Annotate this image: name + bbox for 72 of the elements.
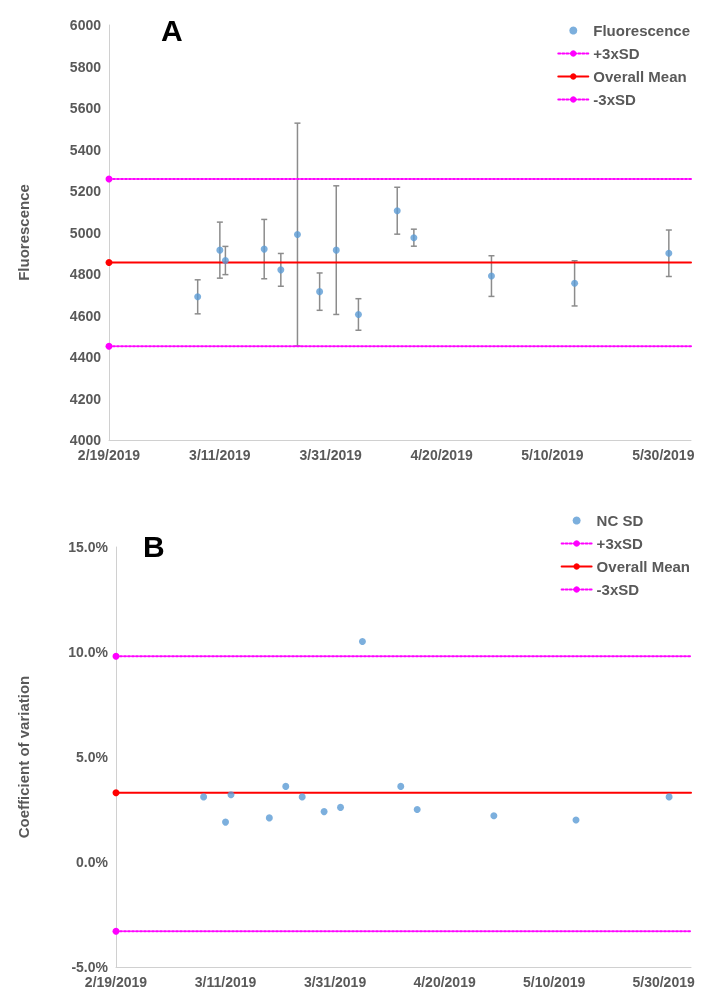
x-tick-label: 3/31/2019 [299, 447, 363, 463]
chart-title: A [161, 13, 183, 47]
legend-label: Overall Mean [593, 68, 687, 85]
point [393, 207, 401, 215]
point [665, 249, 673, 257]
x-tick-label: 5/30/2019 [632, 974, 695, 990]
legend-label: -3xSD [596, 581, 640, 598]
y-tick-label: 5200 [69, 183, 102, 199]
y-axis-title: Fluorescence [15, 184, 32, 281]
point [194, 293, 202, 301]
point [105, 259, 113, 267]
y-axis-title: Coefficient of variation [15, 675, 32, 839]
legend-label: Overall Mean [596, 558, 691, 575]
y-tick-label: 6000 [69, 17, 102, 33]
point [316, 288, 324, 296]
x-tick-label: 4/20/2019 [410, 447, 473, 463]
x-tick-label: 3/31/2019 [303, 974, 367, 990]
x-tick-label: 2/19/2019 [77, 447, 141, 463]
point [112, 652, 120, 660]
x-tick-label: 4/20/2019 [413, 974, 476, 990]
x-tick-label: 5/30/2019 [632, 447, 695, 463]
point [320, 808, 328, 816]
x-tick-label: 5/10/2019 [522, 974, 586, 990]
y-tick-label: 4200 [69, 390, 102, 407]
point [358, 638, 366, 645]
point [112, 789, 120, 797]
point [112, 927, 120, 935]
point [397, 782, 405, 790]
y-tick-label: 0.0% [76, 854, 109, 870]
legend-label: +3xSD [596, 535, 644, 552]
y-tick-label: 4800 [69, 266, 102, 282]
legend-label: +3xSD [593, 45, 640, 62]
point [105, 342, 113, 350]
point [413, 806, 421, 813]
x-tick-label: 3/11/2019 [189, 447, 251, 463]
y-tick-label: 4600 [69, 307, 102, 324]
point [571, 279, 579, 287]
y-tick-label: 5000 [69, 224, 102, 241]
x-tick-label: 5/10/2019 [521, 447, 584, 463]
y-tick-label: 5.0% [76, 749, 109, 765]
y-tick-label: 5800 [69, 58, 102, 75]
point [216, 246, 224, 254]
point [665, 793, 673, 801]
point [265, 814, 273, 822]
legend-label: Fluorescence [593, 22, 691, 39]
legend-label: -3xSD [593, 91, 636, 108]
point [260, 245, 268, 253]
point [332, 246, 340, 254]
y-tick-label: -5.0% [71, 959, 109, 975]
point [410, 234, 418, 242]
point [293, 231, 301, 239]
point [490, 812, 498, 820]
y-tick-label: 15.0% [68, 539, 109, 555]
y-tick-label: 4400 [69, 349, 102, 365]
point [227, 791, 235, 799]
y-tick-label: 10.0% [68, 644, 109, 660]
point [337, 803, 345, 811]
point [277, 266, 285, 274]
point [487, 272, 495, 280]
point [200, 793, 208, 801]
x-tick-label: 2/19/2019 [84, 974, 148, 990]
x-tick-label: 3/11/2019 [194, 974, 257, 990]
point [298, 793, 306, 801]
point [282, 782, 290, 790]
y-tick-label: 4000 [69, 432, 102, 448]
point [221, 257, 229, 265]
chart-title: B [143, 529, 165, 563]
point [222, 818, 230, 826]
legend-label: NC SD [596, 512, 644, 529]
y-tick-label: 5400 [69, 141, 102, 158]
y-tick-label: 5600 [69, 100, 102, 116]
point [354, 310, 362, 318]
